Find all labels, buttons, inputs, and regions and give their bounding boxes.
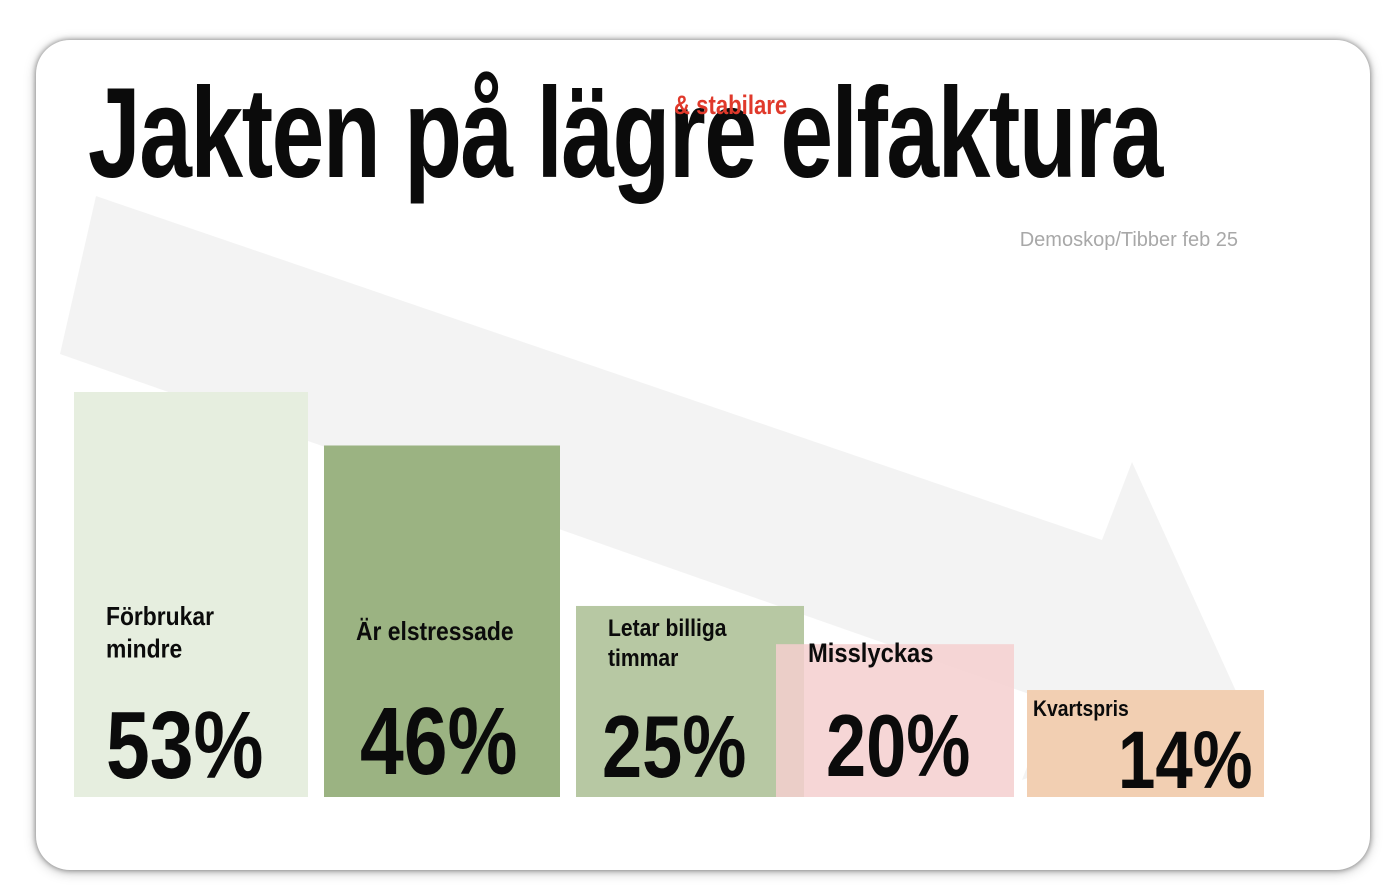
bar-misslyckas — [776, 644, 1014, 797]
source-note: Demoskop/Tibber feb 25 — [1019, 229, 1238, 251]
bar-ar-elstressade — [324, 445, 560, 797]
bar-label-letar-billiga-timmar: Letar billiga timmar — [608, 615, 727, 672]
bar-label-misslyckas: Misslyckas — [808, 639, 933, 669]
bar-value-kvartspris: 14% — [1118, 714, 1253, 806]
bar-value-letar-billiga-timmar: 25% — [602, 698, 746, 796]
subtitle-annotation: & stabilare — [674, 90, 788, 120]
bar-kvartspris — [1027, 690, 1264, 797]
bar-letar-billiga-timmar — [576, 605, 804, 797]
bar-value-misslyckas: 20% — [826, 697, 970, 795]
page-title: Jakten på lägre elfaktura — [88, 62, 1163, 205]
bar-label-ar-elstressade: Är elstressade — [356, 618, 514, 647]
bar-label-kvartspris: Kvartspris — [1033, 697, 1129, 721]
bar-value-ar-elstressade: 46% — [360, 688, 518, 795]
bar-forbrukar-mindre — [74, 392, 308, 797]
bar-value-forbrukar-mindre: 53% — [106, 692, 264, 799]
bar-label-forbrukar-mindre: Förbrukar mindre — [106, 603, 214, 664]
